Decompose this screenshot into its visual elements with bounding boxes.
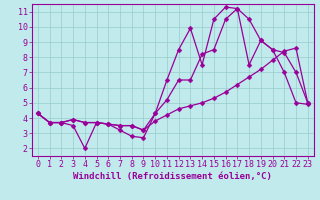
X-axis label: Windchill (Refroidissement éolien,°C): Windchill (Refroidissement éolien,°C)	[73, 172, 272, 181]
